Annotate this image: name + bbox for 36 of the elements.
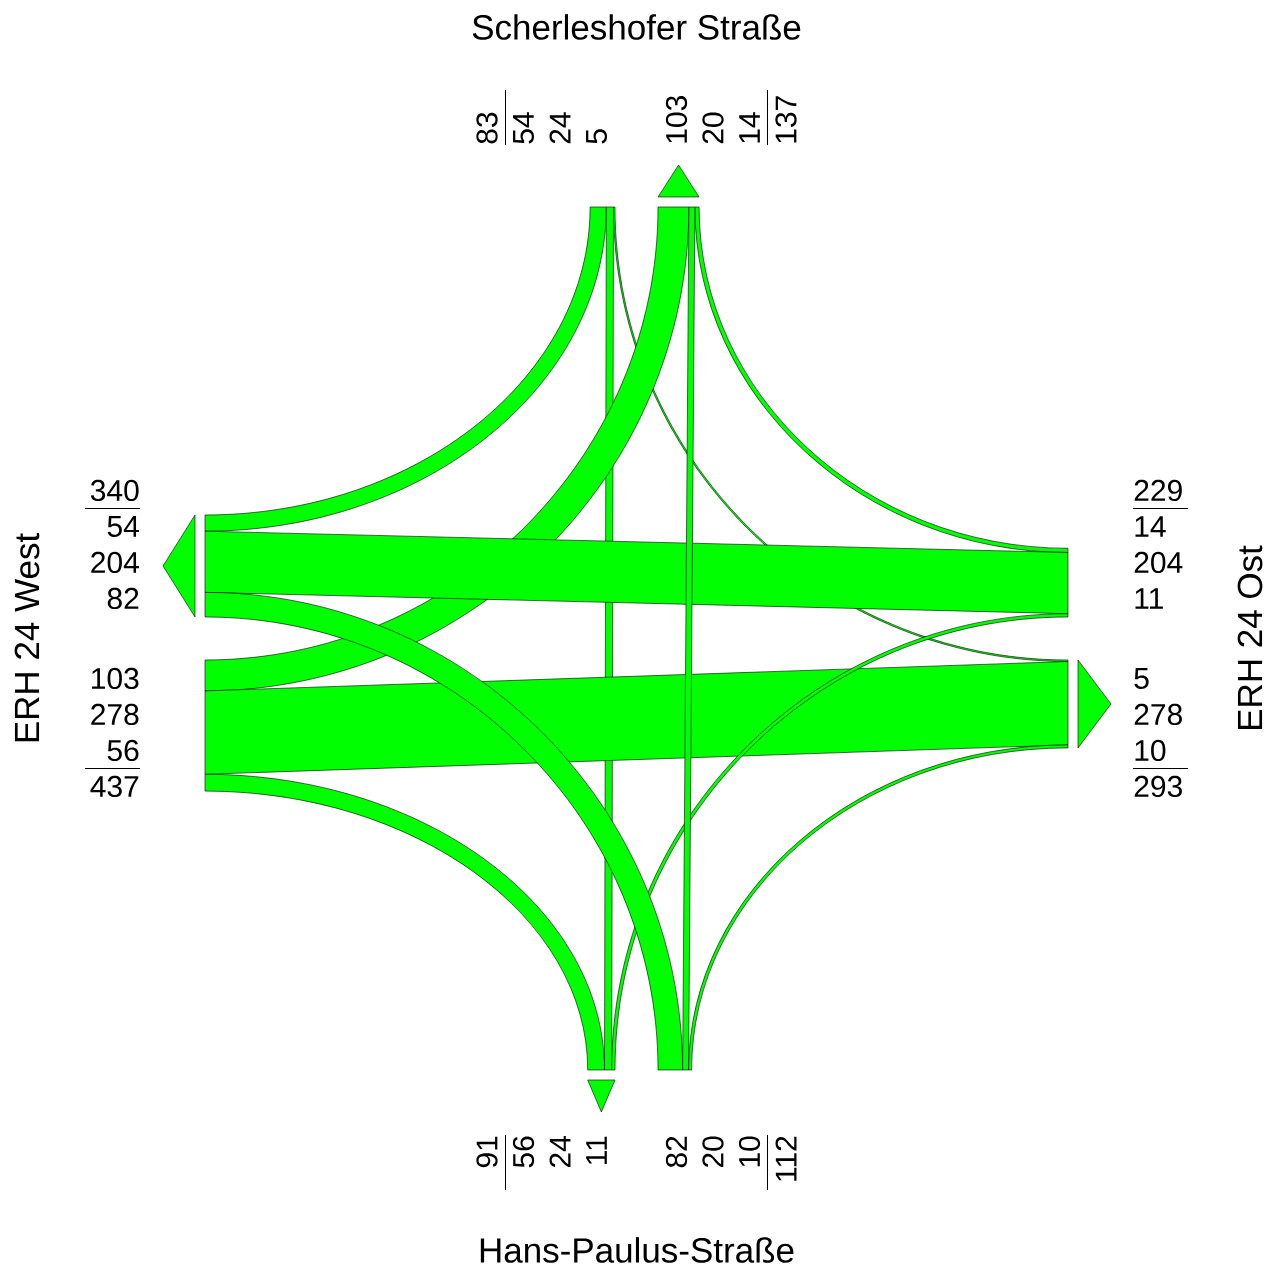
text: 10 (738, 1136, 761, 1167)
data-label: 14 (739, 112, 760, 143)
text: 137 (775, 96, 797, 143)
text: 20 (702, 1136, 724, 1168)
text: 11 (1135, 588, 1163, 609)
category-label: Hans-Paulus-Straße (480, 1237, 794, 1263)
text: 437 (90, 775, 139, 798)
text: 293 (1134, 775, 1182, 798)
text: 103 (92, 667, 139, 690)
text: 14 (1135, 516, 1166, 537)
category-label: ERH 24 Ost (1237, 545, 1263, 729)
text: 340 (90, 479, 139, 502)
text: 83 (476, 112, 498, 144)
category-label: Scherleshofer Straße (472, 14, 801, 40)
text: 229 (1134, 479, 1182, 502)
text: 54 (513, 112, 534, 144)
data-label: 54 (107, 516, 139, 537)
data-label: 103 (665, 96, 688, 143)
text: 24 (549, 112, 571, 144)
data-label: 278 (1134, 703, 1182, 726)
data-label: 24 (549, 1136, 571, 1168)
data-label: 204 (91, 551, 139, 574)
text: 204 (1134, 551, 1183, 574)
data-label: 11 (586, 1136, 607, 1165)
text: 278 (91, 703, 139, 726)
category-label: ERH 24 West (14, 533, 40, 742)
text: 112 (775, 1136, 797, 1181)
text: 56 (107, 739, 139, 762)
data-label: 56 (512, 1136, 535, 1168)
text: 91 (476, 1136, 498, 1168)
data-label: 10 (1135, 739, 1166, 762)
data-label: 5 (1134, 668, 1149, 689)
data-label: 82 (107, 587, 139, 610)
data-label: 20 (702, 112, 724, 144)
text: 5 (586, 129, 607, 144)
text: 82 (665, 1136, 688, 1168)
